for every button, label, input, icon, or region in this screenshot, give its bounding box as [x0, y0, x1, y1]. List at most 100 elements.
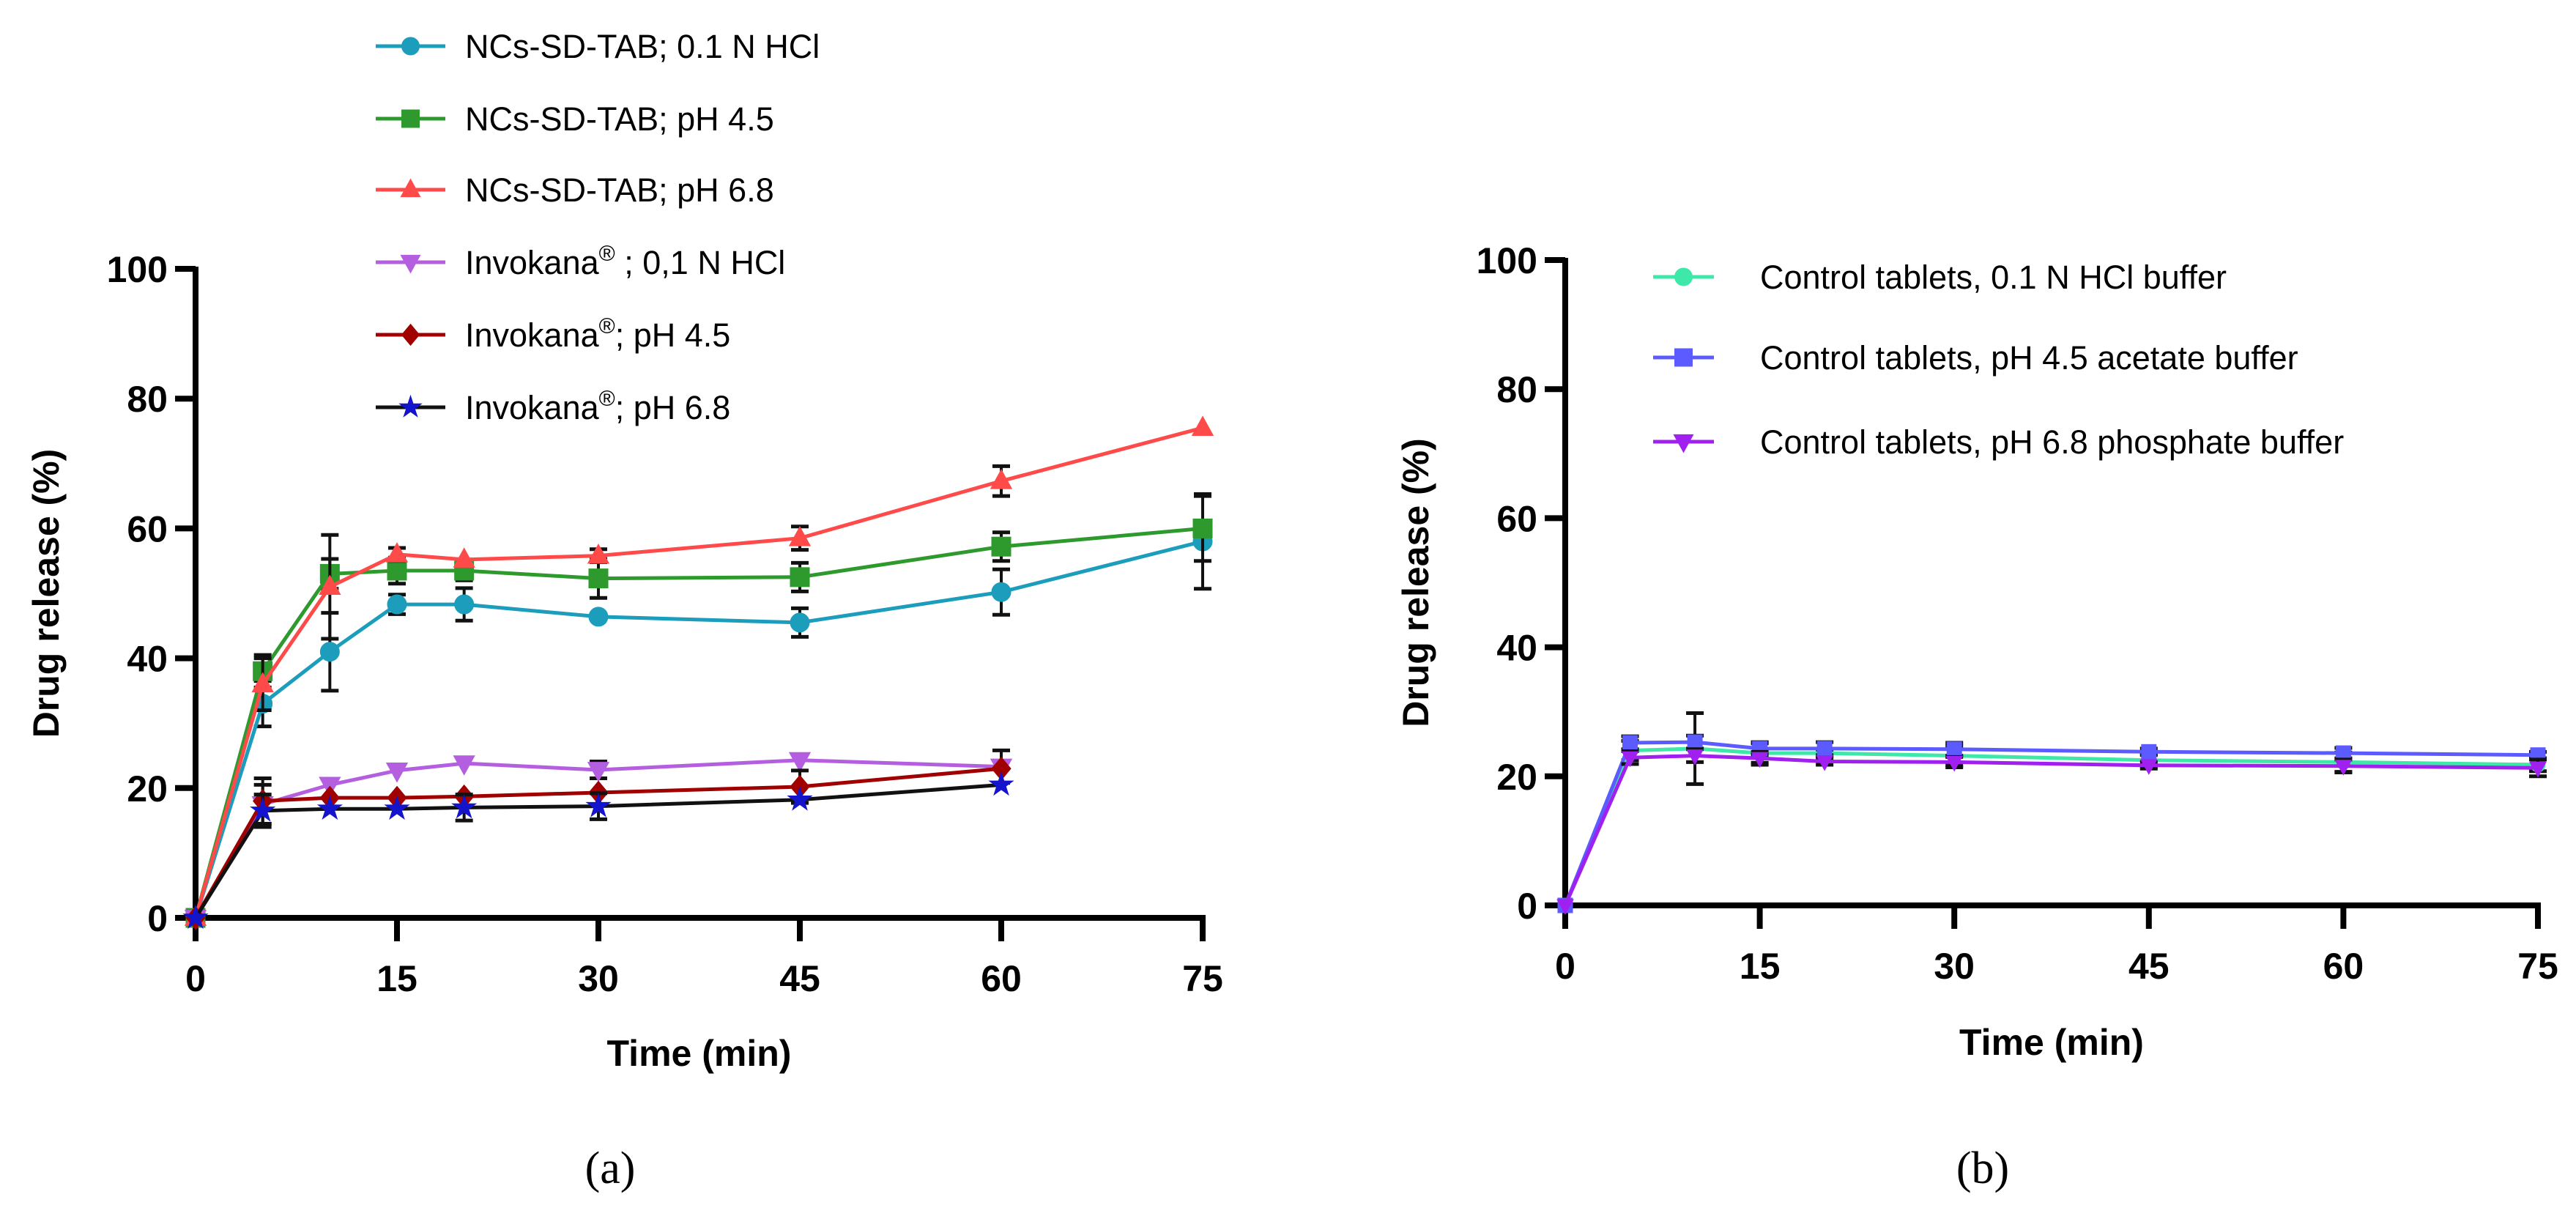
x-tick-label: 60 [981, 958, 1022, 999]
panel-label: (a) [585, 1143, 636, 1193]
data-point [251, 672, 274, 692]
x-tick-label: 0 [185, 958, 206, 999]
series-5 [185, 756, 1012, 930]
legend-label: Control tablets, pH 6.8 phosphate buffer [1760, 423, 2344, 461]
legend-marker-icon [398, 394, 423, 418]
series-line [1563, 746, 2539, 906]
y-tick-label: 60 [1496, 498, 1537, 539]
data-point [1192, 518, 1213, 538]
x-axis-label: Time (min) [607, 1033, 792, 1074]
legend-label-text: Control tablets, pH 6.8 phosphate buffer [1760, 423, 2344, 461]
registered-mark: ® [599, 387, 615, 411]
y-tick-label: 0 [1517, 886, 1537, 927]
data-point [385, 762, 409, 783]
series-3 [184, 415, 1214, 926]
legend-marker-icon [400, 254, 421, 274]
data-point [250, 797, 276, 822]
legend-label-text: Control tablets, pH 4.5 acetate buffer [1760, 339, 2298, 377]
legend-item: Invokana®; pH 4.5 [376, 314, 730, 354]
data-point [1687, 734, 1703, 750]
series-line [193, 782, 1002, 919]
legend-label: NCs-SD-TAB; pH 6.8 [465, 171, 774, 209]
series-line [193, 766, 1002, 919]
legend-label-text: Invokana [465, 244, 600, 281]
legend-label-text: NCs-SD-TAB; 0.1 N HCl [465, 28, 820, 65]
data-point [2139, 759, 2158, 775]
legend-label-suffix: ; 0,1 N HCl [615, 244, 786, 281]
data-point [991, 582, 1012, 602]
legend-label: Control tablets, pH 4.5 acetate buffer [1760, 339, 2298, 377]
legend-label: Invokana® ; 0,1 N HCl [465, 242, 785, 281]
series-line [1563, 754, 2539, 907]
x-axis-label: Time (min) [1959, 1022, 2144, 1063]
data-point [588, 607, 609, 627]
legend-item: Control tablets, pH 6.8 phosphate buffer [1653, 423, 2344, 461]
y-tick-label: 0 [147, 898, 168, 939]
data-point [787, 786, 813, 811]
data-point [788, 752, 812, 773]
y-tick-label: 100 [107, 249, 168, 290]
data-point [453, 547, 475, 568]
series-2 [185, 494, 1213, 928]
data-point [1946, 741, 1962, 757]
x-tick-label: 45 [779, 958, 820, 999]
data-point [2334, 760, 2353, 776]
data-point [385, 542, 409, 563]
legend-marker-icon [1674, 348, 1693, 367]
legend-marker-icon [401, 37, 420, 56]
data-point [182, 904, 209, 929]
legend-label: Invokana®; pH 6.8 [465, 387, 730, 426]
registered-mark: ® [599, 242, 615, 266]
legend-label: NCs-SD-TAB; 0.1 N HCl [465, 28, 820, 65]
series-6 [182, 771, 1014, 929]
legend-label-suffix: ; pH 4.5 [615, 316, 731, 354]
y-axis-label: Drug release (%) [1395, 438, 1436, 727]
y-tick-label: 100 [1477, 240, 1537, 281]
data-point [1945, 755, 1964, 772]
data-point [990, 469, 1013, 489]
data-point [587, 543, 610, 564]
legend-marker-icon [400, 178, 421, 198]
data-point [1816, 741, 1833, 757]
data-point [1621, 751, 1639, 768]
data-point [387, 594, 407, 615]
legend-marker-icon [1673, 434, 1694, 453]
data-point [454, 594, 475, 615]
legend-label: NCs-SD-TAB; pH 4.5 [465, 100, 774, 138]
data-point [2141, 744, 2157, 760]
x-tick-label: 15 [1740, 946, 1781, 987]
legend-label-text: NCs-SD-TAB; pH 4.5 [465, 100, 774, 138]
data-point [319, 642, 340, 662]
x-tick-label: 30 [578, 958, 619, 999]
data-point [387, 560, 407, 581]
data-point [319, 574, 341, 596]
series-line [193, 426, 1203, 919]
data-point [587, 762, 610, 782]
y-axis-label: Drug release (%) [26, 449, 67, 738]
x-tick-label: 75 [2517, 946, 2558, 987]
data-point [453, 755, 475, 776]
registered-mark: ® [599, 314, 615, 338]
legend-item: Control tablets, pH 4.5 acetate buffer [1653, 339, 2298, 377]
y-tick-label: 80 [1496, 369, 1537, 410]
legend-item: Control tablets, 0.1 N HCl buffer [1653, 259, 2227, 296]
legend-label-text: NCs-SD-TAB; pH 6.8 [465, 171, 774, 209]
legend-label-text: Invokana [465, 389, 600, 426]
data-point [1751, 752, 1769, 768]
data-point [585, 793, 612, 818]
series-1 [185, 492, 1213, 928]
chart-b: 0 20 40 60 80 100 0 15 30 45 60 75 Time (min) Drug re… [1395, 240, 2558, 1193]
data-point [1191, 415, 1214, 436]
data-point [588, 568, 609, 589]
y-tick-label: 40 [127, 639, 168, 680]
y-tick-label: 60 [127, 508, 168, 549]
x-tick-label: 45 [2128, 946, 2169, 987]
data-point [451, 793, 478, 819]
panel-label: (b) [1956, 1143, 2009, 1193]
data-point [1816, 755, 1833, 771]
data-point [790, 567, 810, 587]
x-tick-label: 15 [376, 958, 417, 999]
legend-item: Invokana® ; 0,1 N HCl [376, 242, 785, 281]
x-tick-label: 60 [2323, 946, 2364, 987]
